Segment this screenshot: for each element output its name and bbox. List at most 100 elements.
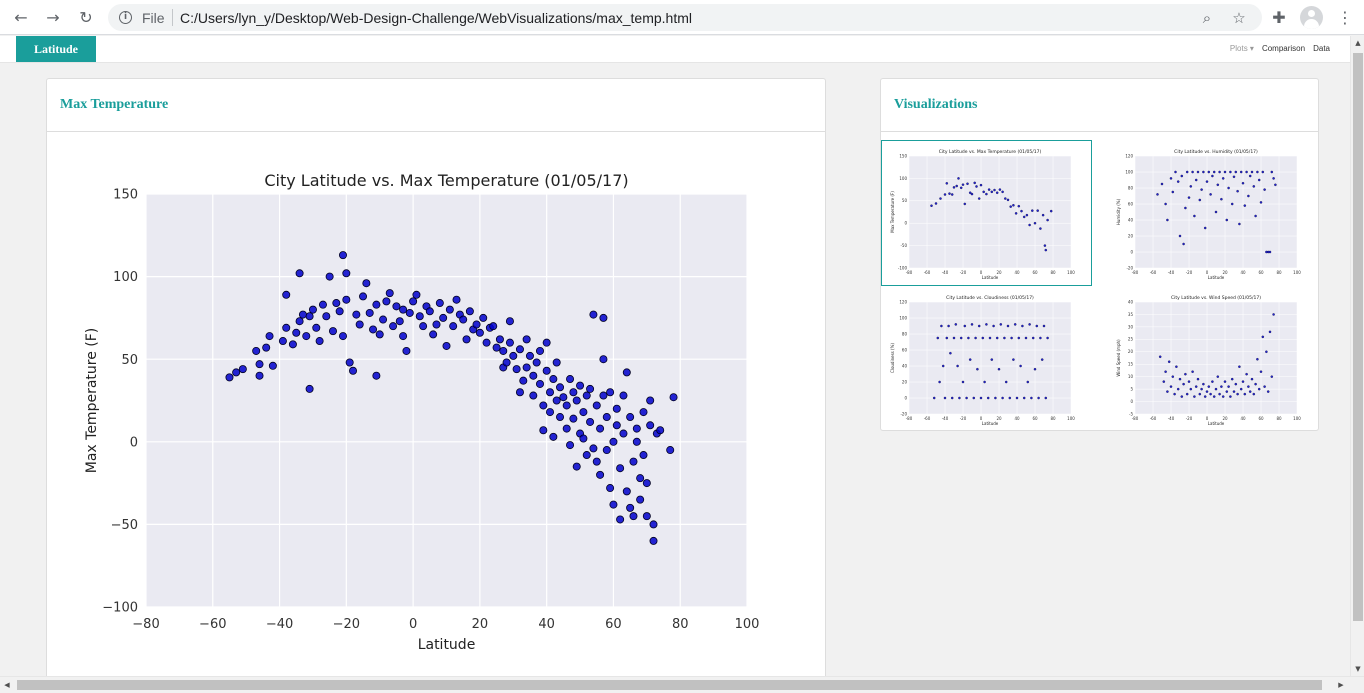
thumb-humidity[interactable]: -80 -60 -40 -20 0 20 40 60 80 100 -20 0 20 40 60 80 100 1… [1107,140,1318,286]
data-point [389,322,398,331]
data-point [967,336,970,340]
data-point [292,328,301,337]
data-point [1013,323,1017,326]
data-point [586,384,595,393]
data-point [415,312,424,321]
data-point [954,323,958,326]
scroll-down-icon[interactable]: ▼ [1355,665,1361,673]
data-point [542,338,551,347]
zoom-icon[interactable]: ⌕ [1202,9,1212,27]
data-point [362,279,371,288]
data-point [502,358,511,367]
data-point [1245,170,1248,174]
data-point [1230,377,1234,381]
x-tick-label: -80 [906,416,913,421]
data-point [405,308,414,317]
star-icon[interactable]: ☆ [1232,9,1246,27]
info-icon[interactable]: i [119,11,132,24]
y-tick-label: 120 [899,299,907,304]
data-point [1030,396,1033,400]
nav-data-link[interactable]: Data [1313,44,1330,53]
data-point [959,186,963,190]
data-point [1166,218,1169,222]
data-point [1234,170,1238,174]
data-point [1049,209,1053,213]
vertical-scrollbar[interactable]: ▲ ▼ [1350,36,1364,676]
data-point [1184,372,1187,376]
data-point [1180,395,1184,398]
data-point [977,324,981,328]
y-tick-label: 100 [899,176,907,181]
url-text[interactable]: C:/Users/lyn_y/Desktop/Web-Design-Challe… [180,10,692,26]
avatar[interactable] [1300,6,1323,29]
y-tick-label: 80 [902,331,908,336]
y-tick-label: −100 [102,601,138,616]
x-tick-label: 60 [1032,416,1038,421]
y-tick-label: 20 [902,379,908,384]
data-point [509,351,518,360]
data-point [522,335,531,344]
data-point [961,183,965,186]
data-point [599,313,608,322]
data-point [412,290,421,299]
data-point [1028,223,1031,227]
nav-plots-dropdown[interactable]: Plots ▾ [1230,44,1254,53]
address-bar[interactable]: i File C:/Users/lyn_y/Desktop/Web-Design… [108,4,1262,31]
thumb-max-temp[interactable]: -80 -60 -40 -20 0 20 40 60 80 100 -100 -50 0 50 100 150… [881,140,1092,286]
menu-icon[interactable]: ⋮ [1337,8,1353,27]
forward-button[interactable]: → [41,6,65,28]
data-point [492,343,501,352]
data-point [947,324,950,328]
data-point [992,324,995,328]
data-point [1014,212,1018,215]
x-axis-label: Latitude [1208,421,1225,426]
data-point [1272,313,1275,316]
data-point [522,363,531,372]
data-point [985,192,988,196]
scroll-left-icon[interactable]: ◀ [4,681,10,689]
data-point [255,371,264,380]
data-point [959,336,963,340]
x-tick-label: -40 [1168,416,1175,421]
data-point [1173,392,1176,396]
data-point [282,323,291,332]
horizontal-scroll-thumb[interactable] [17,680,1322,690]
y-tick-label: 10 [1128,374,1134,379]
data-point [632,424,641,433]
nav-comparison-link[interactable]: Comparison [1261,44,1306,53]
reload-button[interactable]: ↻ [74,6,98,28]
thumb-cloudiness[interactable]: -80 -60 -40 -20 0 20 40 60 80 100 -20 0 20 40 60 80 100 1… [881,286,1092,430]
data-point [1184,206,1187,210]
data-point [372,371,381,380]
data-point [1194,385,1198,388]
x-tick-label: 0 [980,270,983,275]
data-point [1265,350,1268,354]
data-point [439,313,448,322]
data-point [582,451,591,460]
back-button[interactable]: ← [9,6,33,28]
vertical-scroll-thumb[interactable] [1353,53,1363,621]
data-point [1022,396,1026,400]
extensions-icon[interactable]: ✚ [1272,8,1286,27]
data-point [656,426,665,435]
x-tick-label: −60 [199,617,226,632]
data-point [622,368,631,377]
data-point [1178,377,1182,381]
horizontal-scrollbar[interactable]: ◀ ▶ [0,676,1364,692]
data-point [958,396,961,400]
y-tick-label: 150 [899,153,907,158]
scroll-up-icon[interactable]: ▲ [1355,39,1361,47]
scroll-right-icon[interactable]: ▶ [1338,681,1344,689]
data-point [1243,204,1247,207]
data-point [636,495,645,504]
data-point [609,500,618,509]
data-point [982,190,985,194]
data-point [566,441,575,450]
data-point [549,432,558,441]
thumb-wind-speed[interactable]: -80 -60 -40 -20 0 20 40 60 80 100 -5 0 5 10 15 20 25 30 35… [1107,286,1318,430]
y-tick-label: -20 [900,411,907,416]
data-point [1203,395,1207,398]
y-tick-label: 40 [1128,217,1134,222]
brand-link[interactable]: Latitude [16,36,96,62]
x-tick-label: -80 [1132,270,1139,275]
